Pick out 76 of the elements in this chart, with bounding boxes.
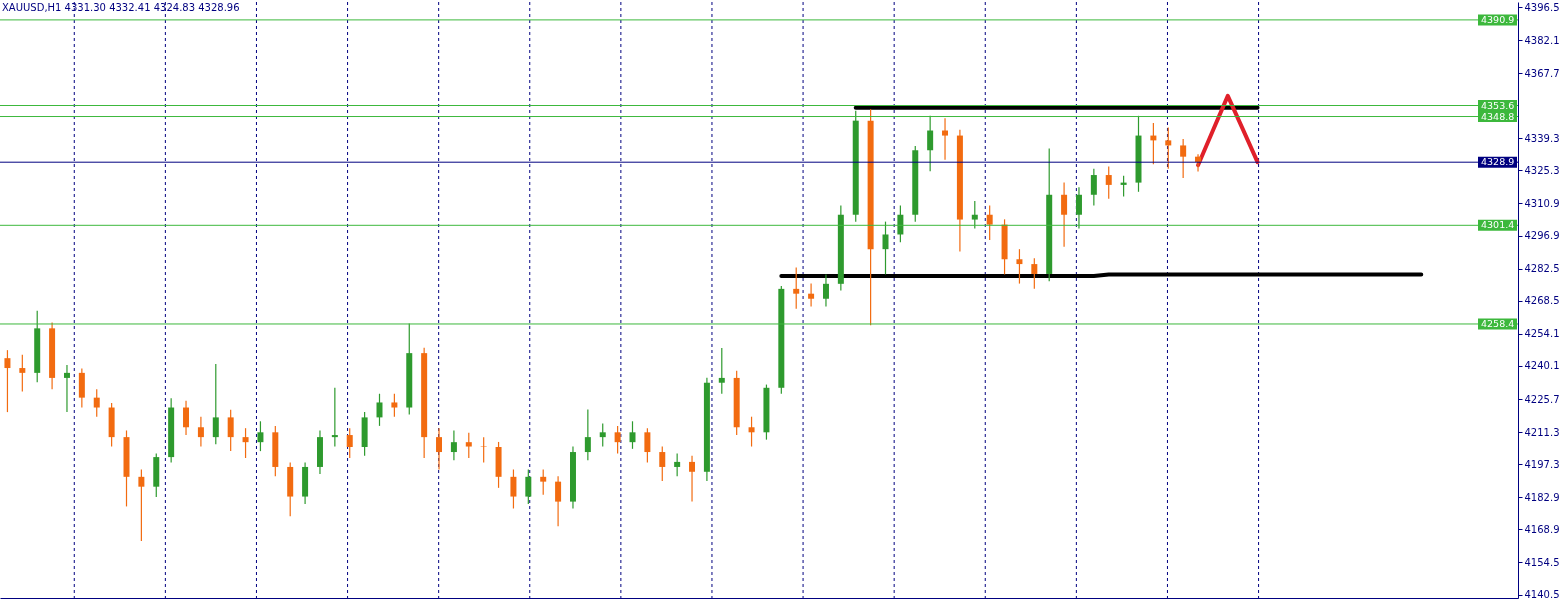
candlestick bbox=[942, 117, 949, 161]
candlestick bbox=[1061, 182, 1068, 248]
candlestick bbox=[183, 400, 190, 436]
candlestick bbox=[19, 354, 26, 393]
ref-line-label: 4258.4 bbox=[1481, 317, 1515, 329]
candlestick bbox=[1031, 257, 1038, 290]
chart-title: XAUUSD,H1 4331.30 4332.41 4324.83 4328.96 bbox=[2, 2, 240, 13]
candlestick bbox=[4, 349, 11, 413]
candlestick bbox=[882, 221, 889, 276]
candlestick bbox=[674, 452, 681, 477]
candlestick bbox=[376, 393, 383, 427]
candlestick bbox=[599, 422, 606, 448]
y-tick-label: 4211.3 bbox=[1524, 426, 1560, 438]
candlestick bbox=[465, 432, 472, 459]
y-tick-label: 4225.7 bbox=[1524, 393, 1560, 405]
candlestick bbox=[689, 455, 696, 503]
ref-line-label: 4328.9 bbox=[1481, 156, 1515, 168]
candlestick bbox=[555, 475, 562, 527]
candlestick bbox=[242, 427, 249, 459]
ref-line-label: 4348.8 bbox=[1481, 110, 1515, 122]
candlestick bbox=[614, 425, 621, 455]
y-tick-label: 4396.5 bbox=[1524, 1, 1560, 13]
candlestick bbox=[540, 468, 547, 496]
y-tick-label: 4325.3 bbox=[1524, 164, 1560, 176]
candlestick bbox=[138, 468, 145, 542]
y-tick-label: 4367.7 bbox=[1524, 67, 1560, 79]
y-tick-label: 4154.5 bbox=[1524, 556, 1560, 568]
y-tick-label: 4382.1 bbox=[1524, 34, 1560, 46]
candlestick bbox=[436, 427, 443, 471]
y-tick-label: 4268.5 bbox=[1524, 295, 1560, 307]
candlestick bbox=[391, 393, 398, 418]
ref-line-label: 4353.6 bbox=[1481, 99, 1515, 111]
candlestick bbox=[793, 266, 800, 310]
candlestick bbox=[63, 364, 70, 413]
candlestick bbox=[659, 445, 666, 482]
candlestick bbox=[227, 409, 234, 452]
candlestick bbox=[584, 408, 591, 461]
candlestick bbox=[1195, 153, 1202, 173]
candlestick bbox=[346, 427, 353, 459]
y-tick-label: 4182.9 bbox=[1524, 491, 1560, 503]
candlestick bbox=[1090, 168, 1097, 207]
candlestick bbox=[93, 388, 100, 418]
candlestick bbox=[257, 420, 264, 452]
candlestick bbox=[450, 429, 457, 461]
candlestick bbox=[1180, 138, 1187, 179]
y-tick-label: 4168.9 bbox=[1524, 523, 1560, 535]
y-tick-label: 4254.1 bbox=[1524, 328, 1560, 340]
candlestick bbox=[986, 204, 993, 241]
candlestick bbox=[331, 387, 338, 448]
candlestick bbox=[808, 282, 815, 308]
y-tick-label: 4140.5 bbox=[1524, 589, 1560, 601]
candlestick bbox=[718, 347, 725, 395]
y-tick-label: 4240.1 bbox=[1524, 360, 1560, 372]
candlestick bbox=[1165, 126, 1172, 170]
candlestick bbox=[197, 416, 204, 448]
candlestick bbox=[971, 200, 978, 230]
ref-line-label: 4390.9 bbox=[1481, 13, 1515, 25]
candlestick bbox=[897, 204, 904, 243]
candlestick bbox=[525, 468, 532, 505]
candlestick bbox=[822, 273, 829, 308]
line-series bbox=[1196, 93, 1260, 168]
candlestick bbox=[644, 427, 651, 464]
candlestick bbox=[629, 420, 636, 450]
candlestick bbox=[510, 468, 517, 510]
y-tick-label: 4197.3 bbox=[1524, 458, 1560, 470]
y-tick-label: 4296.9 bbox=[1524, 230, 1560, 242]
ref-line-label: 4301.4 bbox=[1481, 219, 1515, 231]
y-tick-label: 4282.5 bbox=[1524, 263, 1560, 275]
y-tick-label: 4310.9 bbox=[1524, 198, 1560, 209]
candlestick bbox=[748, 416, 755, 448]
candlestick bbox=[1075, 186, 1082, 230]
candlestick bbox=[927, 115, 934, 172]
candlestick bbox=[1016, 248, 1023, 285]
candlestick bbox=[212, 363, 219, 445]
candlestick bbox=[1105, 165, 1112, 200]
y-tick-label: 4339.3 bbox=[1524, 132, 1560, 144]
